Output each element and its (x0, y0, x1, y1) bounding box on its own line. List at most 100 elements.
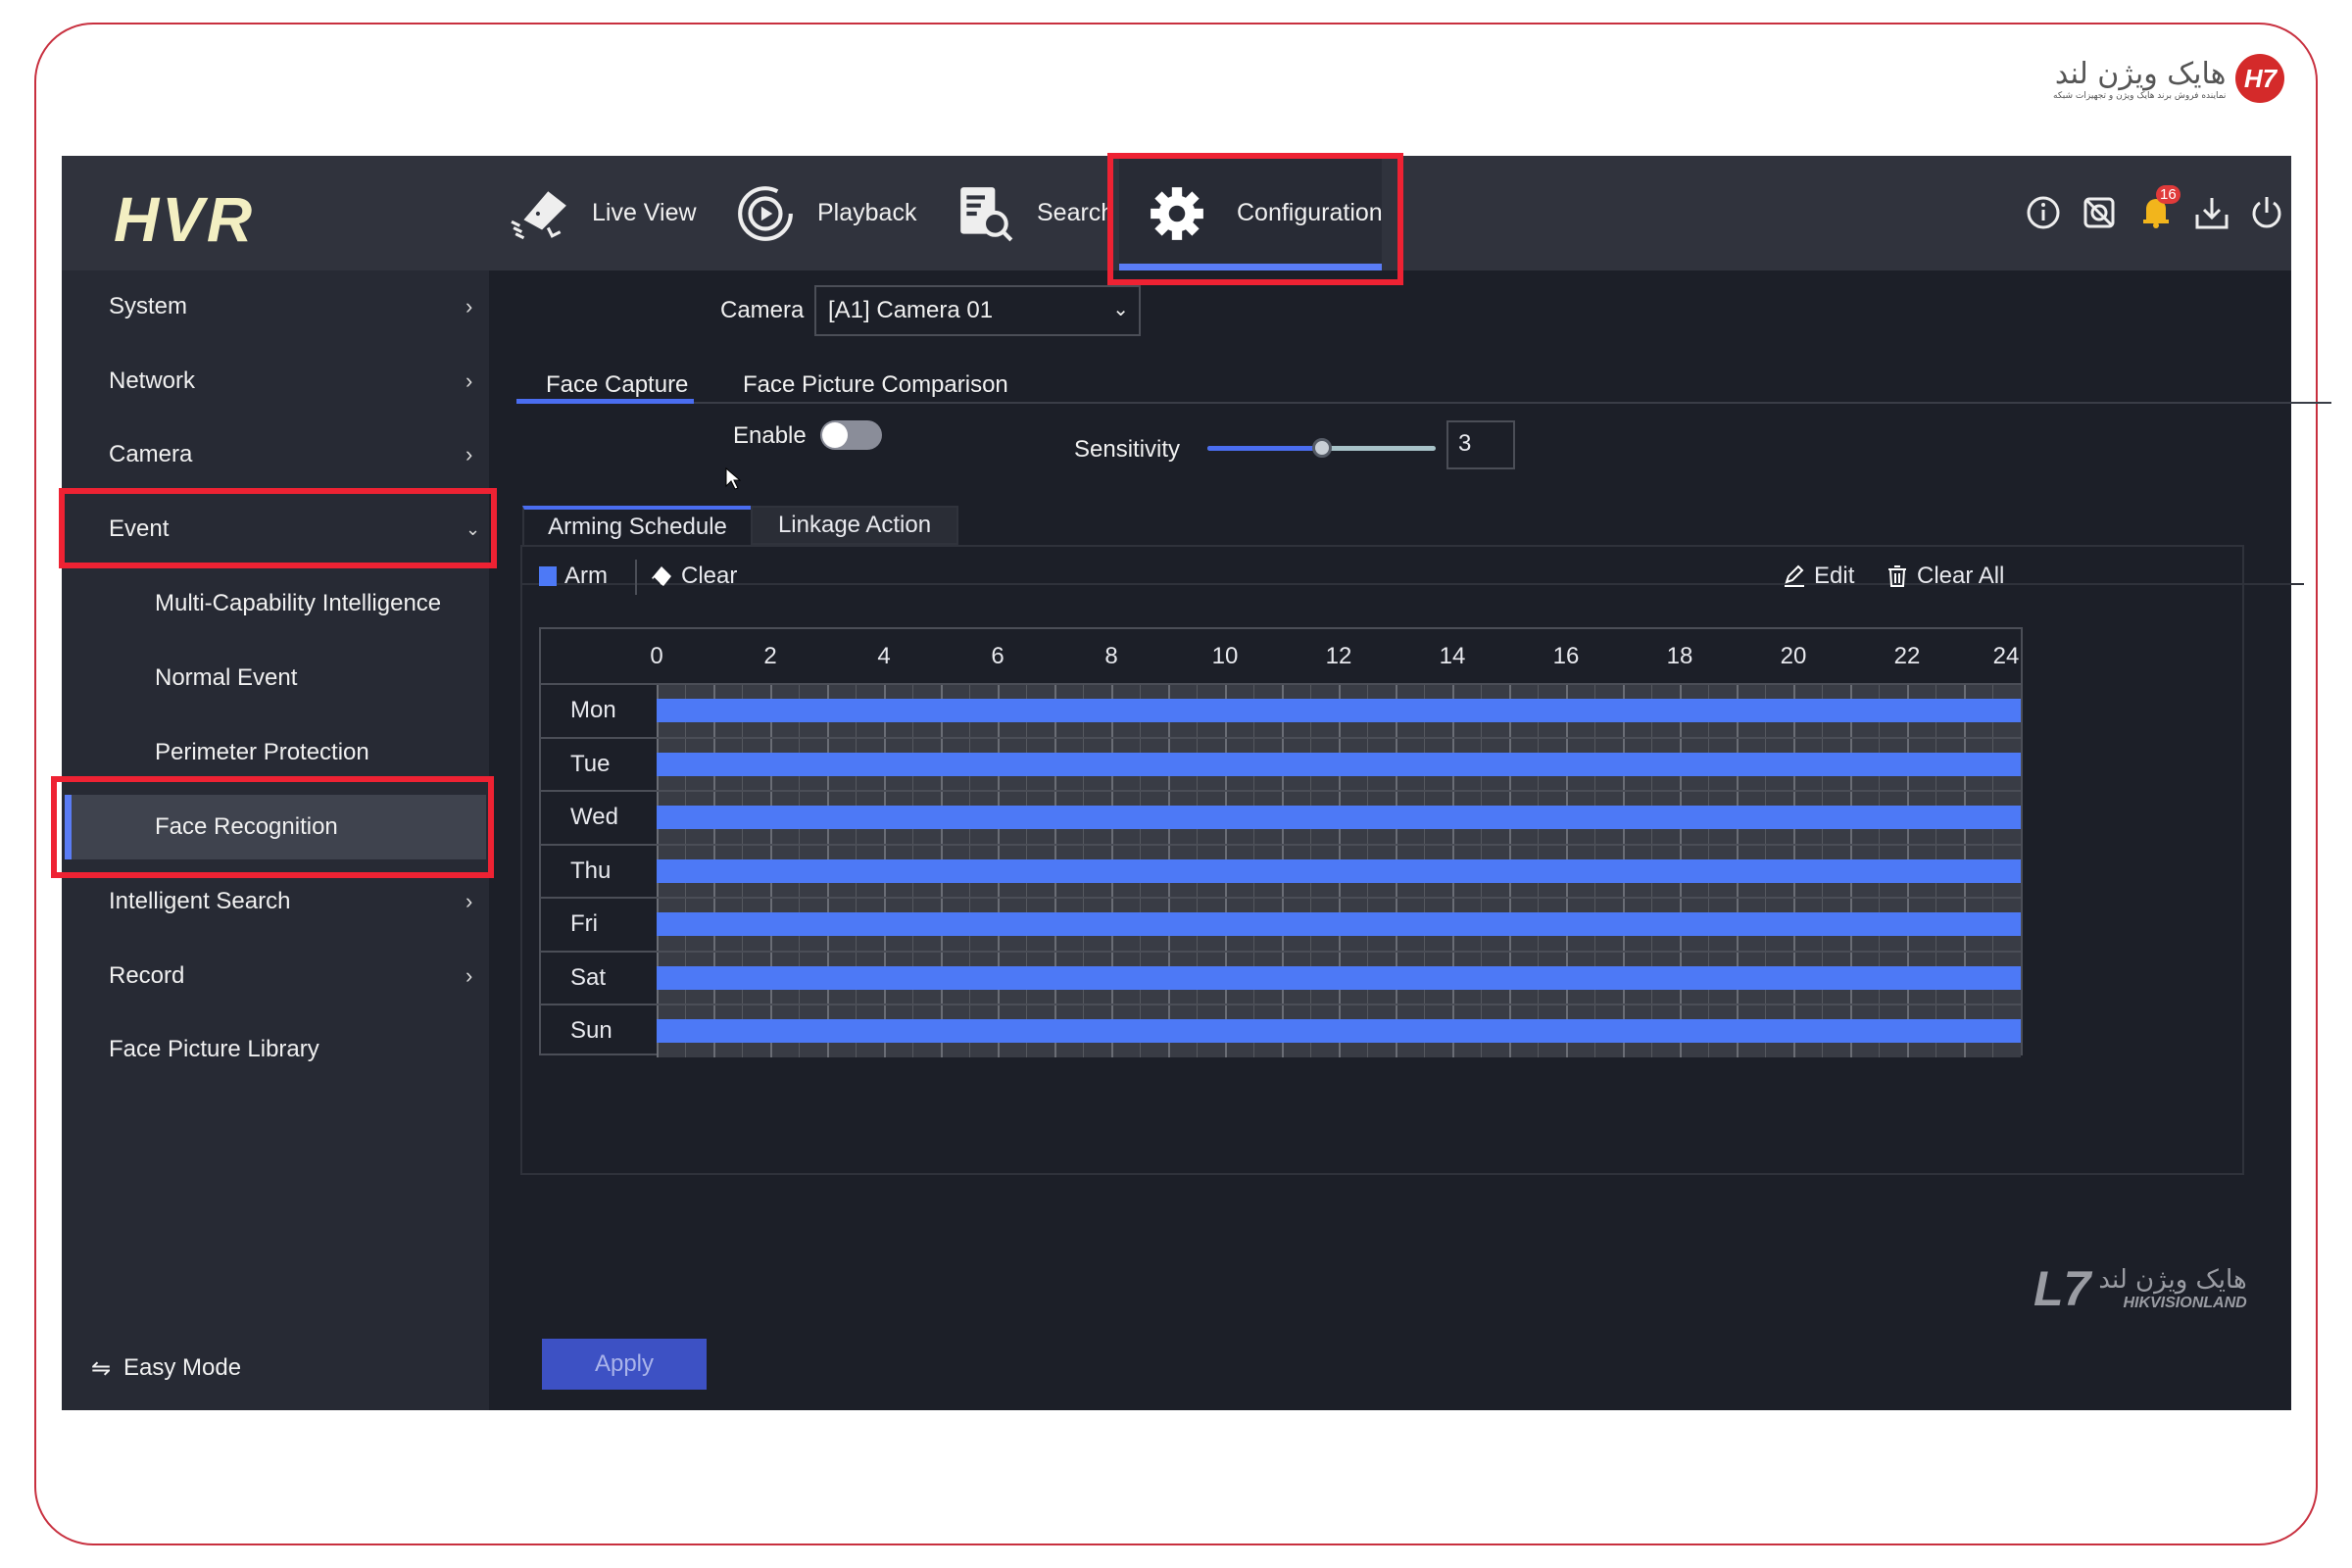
sidebar-item-perimeter-protection[interactable]: Perimeter Protection (62, 715, 489, 790)
hour-tick-label: 24 (1992, 643, 2020, 669)
armed-period-bar[interactable] (657, 806, 2021, 829)
hour-cells[interactable] (657, 792, 2021, 844)
hour-cells[interactable] (657, 952, 2021, 1004)
nav-playback[interactable]: Playback (735, 156, 916, 270)
armed-period-bar[interactable] (657, 912, 2021, 936)
sidebar-item-intelligent-search[interactable]: Intelligent Search › (62, 864, 489, 939)
hour-tick-label: 6 (991, 643, 1004, 669)
sidebar-item-event[interactable]: Event ⌄ (62, 492, 489, 566)
toolbar-divider (635, 560, 637, 595)
camera-select[interactable]: [A1] Camera 01 ⌄ (814, 285, 1141, 336)
armed-period-bar[interactable] (657, 752, 2021, 776)
arming-schedule-grid[interactable]: 0 2 4 6 8 10 12 14 16 18 20 22 24 Mon Tue Wed Thu Fri Sat S… (539, 627, 2023, 1057)
sidebar-item-network[interactable]: Network › (62, 344, 489, 418)
camera-off-icon[interactable] (2080, 193, 2119, 232)
sidebar-item-label: Perimeter Protection (155, 739, 369, 765)
hour-tick-label: 12 (1325, 643, 1352, 669)
armed-period-bar[interactable] (657, 699, 2021, 722)
schedule-row-tue[interactable]: Tue (541, 736, 2021, 790)
subtab-linkage-action[interactable]: Linkage Action (751, 506, 958, 545)
sidebar-item-label: Multi-Capability Intelligence (155, 590, 442, 616)
armed-period-bar[interactable] (657, 1019, 2021, 1043)
tab-face-picture-comparison[interactable]: Face Picture Comparison (743, 371, 1008, 398)
watermark-logo: L7 هایک ویژن لند HIKVISIONLAND (2034, 1260, 2247, 1317)
schedule-row-thu[interactable]: Thu (541, 843, 2021, 897)
chevron-right-icon: › (466, 889, 473, 913)
armed-period-bar[interactable] (657, 858, 2021, 883)
enable-label: Enable (733, 422, 807, 449)
playback-icon (738, 185, 793, 241)
sensitivity-label: Sensitivity (1074, 436, 1181, 463)
hour-cells[interactable] (657, 899, 2021, 951)
schedule-row-wed[interactable]: Wed (541, 790, 2021, 844)
day-label: Wed (570, 804, 618, 831)
sensitivity-slider-handle[interactable] (1311, 438, 1332, 458)
sidebar-item-multi-capability-intelligence[interactable]: Multi-Capability Intelligence (62, 566, 489, 641)
nav-search[interactable]: Search (955, 156, 1114, 270)
hour-cells[interactable] (657, 685, 2021, 737)
chevron-right-icon: › (466, 963, 473, 988)
edit-button[interactable]: Edit (1783, 563, 1854, 590)
clear-all-button[interactable]: Clear All (1886, 563, 2004, 590)
schedule-row-sat[interactable]: Sat (541, 950, 2021, 1004)
subtab-label: Arming Schedule (548, 514, 727, 540)
search-icon (960, 186, 1013, 241)
sidebar-item-camera[interactable]: Camera › (62, 417, 489, 492)
clear-all-label: Clear All (1917, 563, 2005, 589)
hour-cells[interactable] (657, 845, 2021, 897)
hour-cells[interactable] (657, 738, 2021, 790)
pencil-icon (1785, 564, 1804, 587)
sidebar-item-system[interactable]: System › (62, 270, 489, 344)
highlight-configuration (1107, 153, 1403, 285)
sidebar-item-face-recognition[interactable]: Face Recognition (65, 795, 486, 859)
arm-label: Arm (564, 563, 608, 589)
schedule-row-sun[interactable]: Sun (541, 1004, 2021, 1057)
day-label: Thu (570, 857, 612, 884)
sidebar-item-normal-event[interactable]: Normal Event (62, 641, 489, 715)
hour-tick-label: 2 (763, 643, 777, 669)
info-icon[interactable] (2024, 193, 2063, 232)
arm-tool[interactable]: Arm (539, 563, 608, 590)
chevron-down-icon: ⌄ (1112, 299, 1129, 320)
apply-button[interactable]: Apply (542, 1339, 707, 1390)
armed-period-bar[interactable] (657, 965, 2021, 990)
chevron-right-icon: › (466, 294, 473, 318)
sidebar-item-label: System (109, 293, 188, 319)
watermark-text: HIKVISIONLAND (2123, 1295, 2247, 1311)
nav-live-view[interactable]: Live View (510, 156, 697, 270)
hour-tick-label: 20 (1780, 643, 1807, 669)
power-icon[interactable] (2247, 193, 2286, 232)
easy-mode-label: Easy Mode (123, 1354, 242, 1381)
sidebar-item-record[interactable]: Record › (62, 939, 489, 1013)
outer-frame (34, 23, 2318, 1545)
eraser-icon (652, 566, 671, 586)
subtab-arming-schedule[interactable]: Arming Schedule (522, 506, 751, 545)
brand-mark-icon: H7 (2235, 54, 2285, 103)
nav-label: Configuration (1237, 199, 1383, 226)
notifications-button[interactable]: 16 (2136, 185, 2180, 234)
corner-logo: هایک ویژن لند نماینده فروش برند هایک ویژ… (2053, 54, 2285, 103)
chevron-right-icon: › (466, 368, 473, 393)
day-label: Sun (570, 1017, 612, 1045)
sidebar-item-label: Face Recognition (155, 813, 338, 840)
clear-tool[interactable]: Clear (650, 563, 737, 590)
easy-mode-button[interactable]: ⇋ Easy Mode (62, 1331, 489, 1405)
sidebar: System › Network › Camera › Event ⌄ Multi-Ca… (62, 270, 489, 1410)
tab-face-capture[interactable]: Face Capture (546, 371, 689, 398)
enable-toggle[interactable] (820, 420, 882, 450)
nav-configuration[interactable]: Configuration (1147, 156, 1383, 270)
nav-label: Search (1037, 199, 1115, 226)
schedule-row-mon[interactable]: Mon (541, 683, 2021, 737)
hvr-logo: HVR (114, 184, 256, 255)
sidebar-item-face-picture-library[interactable]: Face Picture Library (62, 1012, 489, 1087)
schedule-row-fri[interactable]: Fri (541, 897, 2021, 951)
sensitivity-input[interactable]: 3 (1446, 420, 1515, 469)
clear-label: Clear (681, 563, 738, 589)
arm-swatch-icon (539, 566, 557, 586)
corner-logo-tagline: نماینده فروش برند هایک ویژن و تجهیزات شب… (2053, 90, 2227, 101)
download-icon[interactable] (2192, 193, 2231, 232)
day-label: Tue (570, 750, 611, 777)
active-tab-indicator (516, 399, 694, 404)
sensitivity-slider[interactable] (1207, 438, 1436, 458)
hour-cells[interactable] (657, 1005, 2021, 1057)
